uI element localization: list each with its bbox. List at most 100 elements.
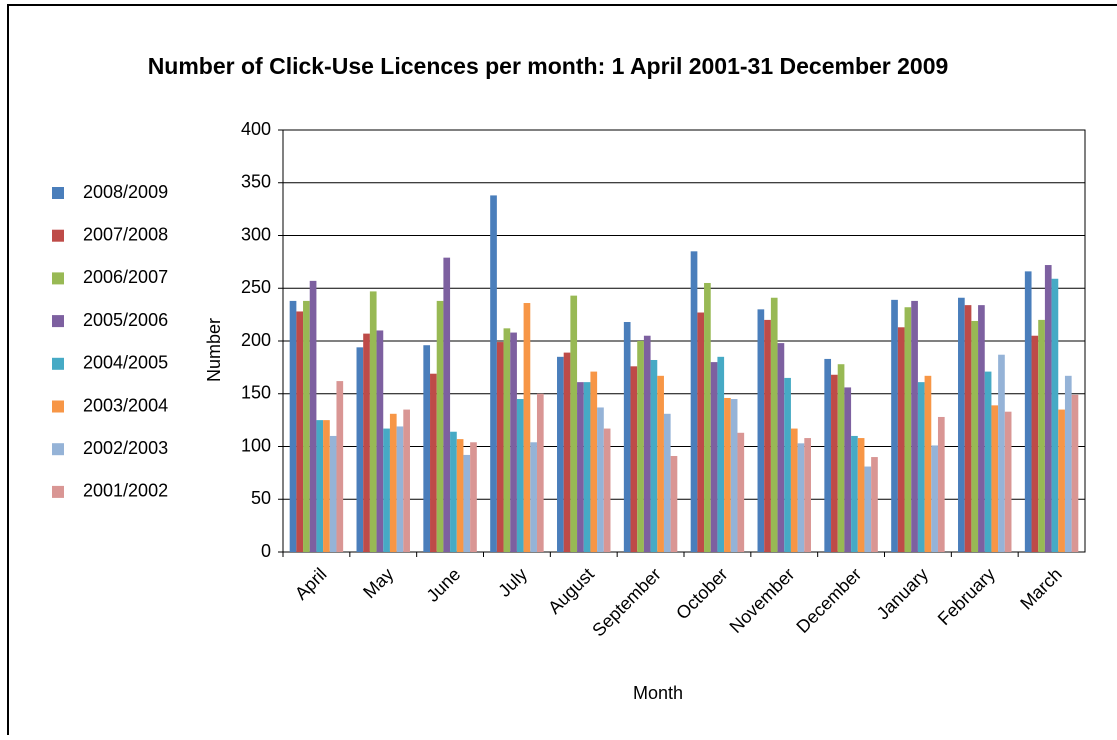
- y-tick-label: 0: [261, 541, 271, 561]
- bar: [516, 399, 524, 552]
- bar: [356, 347, 364, 552]
- bar: [423, 345, 431, 552]
- y-tick-label: 400: [241, 119, 271, 139]
- bar: [496, 342, 504, 552]
- y-tick-label: 350: [241, 172, 271, 192]
- bar: [436, 300, 444, 552]
- y-tick-label: 100: [241, 435, 271, 455]
- bar: [563, 352, 571, 552]
- bar: [931, 445, 938, 552]
- y-tick-label: 200: [241, 330, 271, 350]
- bar: [984, 371, 992, 552]
- legend-label: 2007/2008: [83, 224, 168, 244]
- legend-label: 2008/2009: [83, 182, 168, 202]
- bar: [717, 356, 725, 552]
- legend-swatch: [52, 400, 64, 413]
- y-tick-label: 50: [251, 488, 271, 508]
- bar: [737, 432, 745, 552]
- bar: [316, 420, 324, 552]
- bar: [857, 438, 865, 552]
- bar: [710, 362, 718, 552]
- bar: [770, 297, 778, 552]
- bar: [363, 333, 370, 552]
- bar: [456, 439, 464, 552]
- legend-swatch: [52, 485, 64, 498]
- bar: [837, 364, 845, 552]
- bar: [897, 327, 905, 552]
- bar: [289, 300, 297, 552]
- bar: [991, 405, 999, 552]
- y-axis-label: Number: [204, 318, 224, 382]
- legend-label: 2005/2006: [83, 310, 168, 330]
- bar: [911, 300, 918, 552]
- bar: [998, 354, 1005, 552]
- bar: [797, 443, 805, 552]
- legend-swatch: [52, 315, 64, 328]
- bar: [871, 457, 878, 552]
- bar: [790, 428, 798, 552]
- bar: [323, 420, 330, 552]
- legend-swatch: [52, 272, 64, 285]
- legend-swatch: [52, 229, 64, 242]
- bar: [937, 416, 945, 552]
- bar: [383, 428, 390, 552]
- bar: [663, 413, 671, 552]
- bar: [964, 305, 972, 552]
- bar: [503, 328, 511, 552]
- legend-swatch: [52, 443, 64, 456]
- bar: [396, 426, 404, 552]
- bar: [470, 442, 477, 552]
- bar: [577, 382, 584, 552]
- bar: [583, 382, 591, 552]
- bar: [1038, 319, 1045, 552]
- bar: [804, 438, 811, 552]
- bar: [864, 466, 872, 552]
- bar: [389, 413, 397, 552]
- bar: [597, 407, 604, 552]
- bar: [670, 455, 678, 552]
- bar: [1058, 409, 1065, 552]
- bar: [690, 251, 698, 552]
- legend-label: 2003/2004: [83, 395, 168, 415]
- bar: [643, 335, 651, 552]
- y-tick-label: 250: [241, 277, 271, 297]
- bar: [570, 295, 578, 552]
- bar: [1031, 335, 1039, 552]
- bar: [757, 309, 765, 552]
- bar: [724, 397, 731, 552]
- bar: [657, 375, 664, 552]
- bar: [851, 435, 858, 552]
- bar: [443, 257, 451, 552]
- bar: [430, 373, 437, 552]
- bar: [510, 332, 517, 552]
- bar: [1071, 394, 1079, 552]
- bar: [490, 195, 497, 552]
- y-tick-label: 150: [241, 383, 271, 403]
- bar: [303, 300, 310, 552]
- bar: [844, 387, 852, 552]
- bar: [530, 442, 537, 552]
- bar: [891, 299, 898, 552]
- legend-label: 2004/2005: [83, 353, 168, 373]
- bar: [831, 374, 838, 552]
- bar: [403, 409, 410, 552]
- bar: [523, 303, 531, 552]
- legend-label: 2006/2007: [83, 267, 168, 287]
- bar: [1064, 375, 1072, 552]
- bar: [463, 454, 471, 552]
- bar: [650, 359, 658, 552]
- bar: [450, 431, 457, 552]
- bar: [924, 375, 932, 552]
- legend-swatch: [52, 187, 64, 199]
- bar: [329, 435, 337, 552]
- bar: [590, 371, 598, 552]
- bar: [369, 291, 377, 552]
- legend-label: 2002/2003: [83, 438, 168, 458]
- bar: [376, 330, 384, 552]
- bar: [557, 356, 564, 552]
- x-axis-label: Month: [633, 683, 683, 703]
- bar: [1044, 265, 1052, 552]
- bar: [1024, 271, 1032, 552]
- bar: [978, 305, 985, 552]
